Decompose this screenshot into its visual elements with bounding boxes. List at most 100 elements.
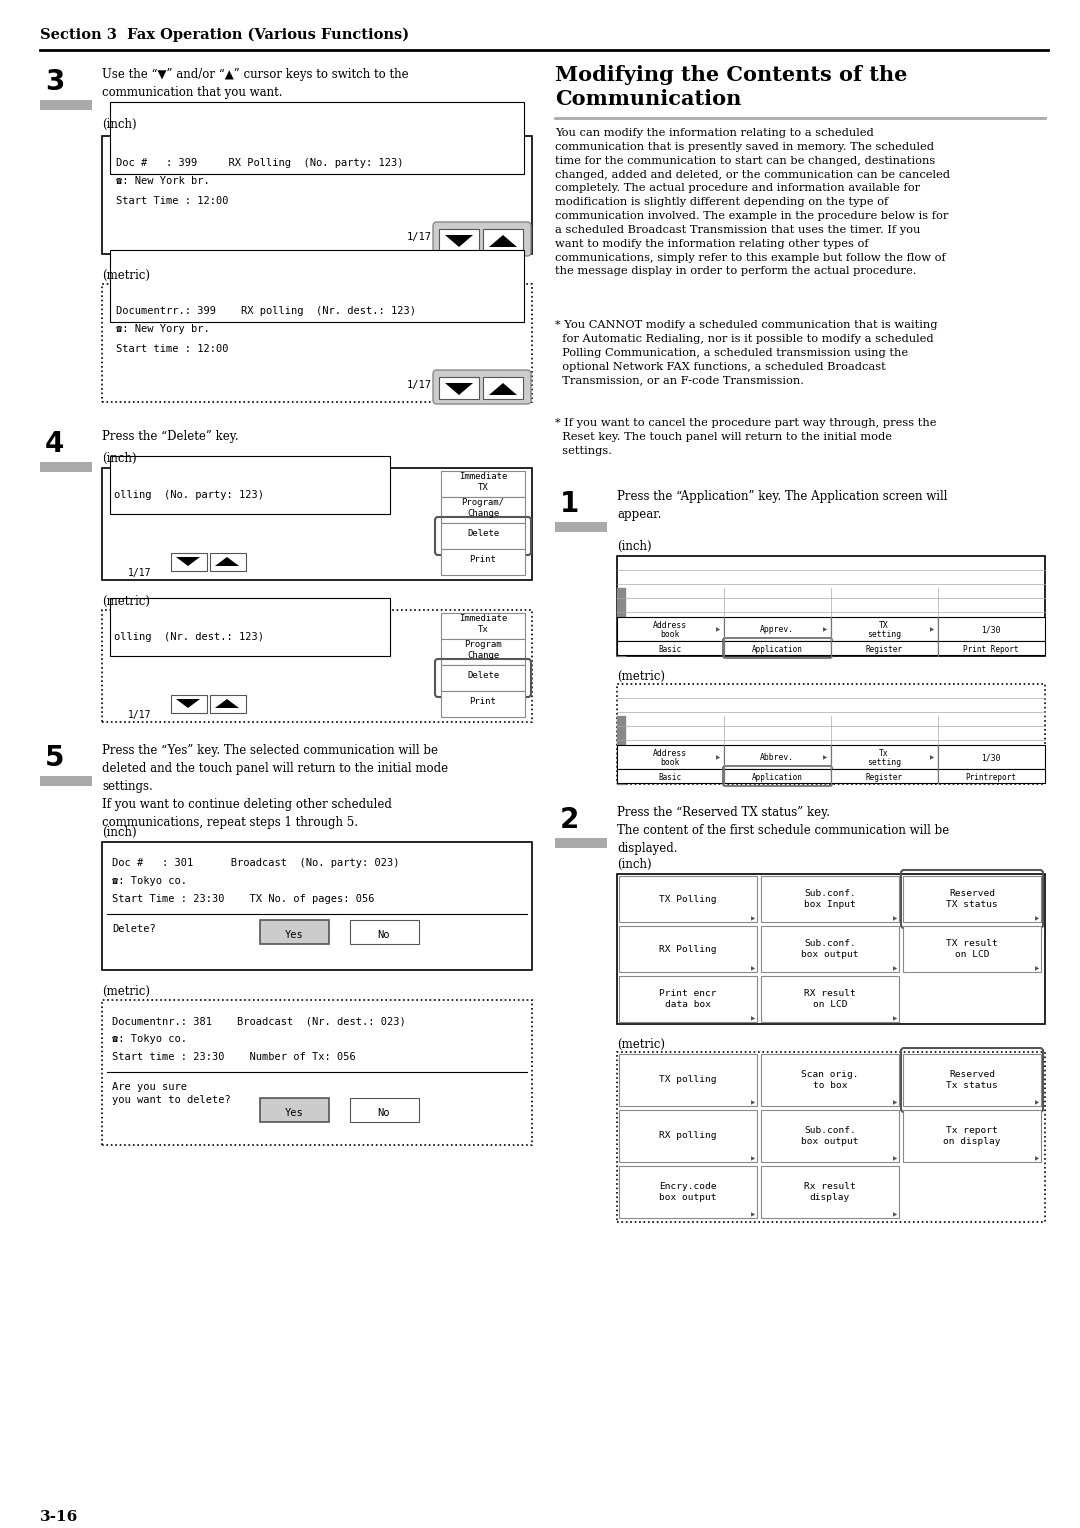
Text: Encry.code
box output: Encry.code box output [659,1183,717,1201]
Text: ▶: ▶ [893,1100,897,1105]
FancyBboxPatch shape [433,370,531,403]
FancyBboxPatch shape [617,685,1045,784]
FancyBboxPatch shape [617,769,724,782]
FancyBboxPatch shape [555,523,607,532]
Text: ▶: ▶ [1035,1100,1039,1105]
Text: Print encr
data box: Print encr data box [659,989,717,1008]
Text: Apprev.: Apprev. [760,625,794,634]
FancyBboxPatch shape [260,920,329,944]
Text: Delete: Delete [467,671,499,680]
Text: 1/17: 1/17 [407,232,432,241]
Text: (inch): (inch) [617,859,651,871]
FancyBboxPatch shape [761,926,899,972]
Text: ▶: ▶ [751,1100,755,1105]
FancyBboxPatch shape [903,876,1041,921]
Text: No: No [378,931,390,940]
Text: olling  (Nr. dest.: 123): olling (Nr. dest.: 123) [114,633,264,642]
FancyBboxPatch shape [438,377,480,399]
Text: 3-16: 3-16 [40,1510,78,1523]
FancyBboxPatch shape [260,1099,329,1122]
Text: ▶: ▶ [823,628,827,633]
Text: ☎: New York br.: ☎: New York br. [116,176,210,186]
Text: ▶: ▶ [893,1213,897,1218]
FancyBboxPatch shape [433,222,531,257]
Text: ▶: ▶ [1035,967,1039,972]
Text: Program/
Change: Program/ Change [461,498,504,518]
Text: Doc #   : 399     RX Polling  (No. party: 123): Doc # : 399 RX Polling (No. party: 123) [116,157,404,168]
FancyBboxPatch shape [210,553,246,571]
Text: (metric): (metric) [617,1038,665,1051]
Text: Reserved
Tx status: Reserved Tx status [946,1070,998,1089]
FancyBboxPatch shape [617,1051,1045,1222]
Text: ▶: ▶ [716,755,720,761]
Text: 1: 1 [561,490,579,518]
FancyBboxPatch shape [441,497,525,523]
FancyBboxPatch shape [724,617,831,642]
Text: ▶: ▶ [823,755,827,761]
Text: olling  (No. party: 123): olling (No. party: 123) [114,490,264,500]
Text: Press the “Yes” key. The selected communication will be
deleted and the touch pa: Press the “Yes” key. The selected commun… [102,744,448,830]
Text: Print: Print [470,556,497,564]
FancyBboxPatch shape [483,377,523,399]
Polygon shape [176,698,200,707]
FancyBboxPatch shape [110,597,390,656]
FancyBboxPatch shape [617,556,1045,656]
FancyBboxPatch shape [831,642,939,656]
Text: Tx
setting: Tx setting [867,749,901,767]
Text: ▶: ▶ [1035,1157,1039,1161]
Text: Abbrev.: Abbrev. [760,753,794,762]
FancyBboxPatch shape [102,999,532,1144]
Text: Start Time : 23:30    TX No. of pages: 056: Start Time : 23:30 TX No. of pages: 056 [112,894,375,905]
Text: (inch): (inch) [617,539,651,553]
Text: (inch): (inch) [102,452,137,465]
Text: ▶: ▶ [930,628,934,633]
FancyBboxPatch shape [617,746,724,769]
Text: ▶: ▶ [751,967,755,972]
FancyBboxPatch shape [40,99,92,110]
Text: Immediate
TX: Immediate TX [459,472,508,492]
Text: Modifying the Contents of the
Communication: Modifying the Contents of the Communicat… [555,66,907,108]
Text: 1/30: 1/30 [982,625,1001,634]
FancyBboxPatch shape [939,746,1045,769]
Text: TX Polling: TX Polling [659,894,717,903]
Text: Use the “▼” and/or “▲” cursor keys to switch to the
communication that you want.: Use the “▼” and/or “▲” cursor keys to sw… [102,69,408,99]
Text: Delete: Delete [467,530,499,538]
Text: No: No [378,1108,390,1118]
Polygon shape [489,235,517,248]
Text: Section 3  Fax Operation (Various Functions): Section 3 Fax Operation (Various Functio… [40,28,409,43]
FancyBboxPatch shape [617,642,724,656]
Polygon shape [215,698,239,707]
Text: * You CANNOT modify a scheduled communication that is waiting
  for Automatic Re: * You CANNOT modify a scheduled communic… [555,319,937,385]
FancyBboxPatch shape [102,284,532,402]
Text: Are you sure
you want to delete?: Are you sure you want to delete? [112,1082,231,1105]
Text: (inch): (inch) [102,827,137,839]
Text: Start time : 23:30    Number of Tx: 056: Start time : 23:30 Number of Tx: 056 [112,1051,355,1062]
Text: ▶: ▶ [893,1016,897,1022]
Text: Doc #   : 301      Broadcast  (No. party: 023): Doc # : 301 Broadcast (No. party: 023) [112,859,400,868]
Text: Scan orig.
to box: Scan orig. to box [801,1070,859,1089]
FancyBboxPatch shape [619,1054,757,1106]
Text: ▶: ▶ [751,1016,755,1022]
FancyBboxPatch shape [110,251,524,322]
FancyBboxPatch shape [724,642,831,656]
Text: Immediate
Tx: Immediate Tx [459,614,508,634]
Polygon shape [489,384,517,396]
Text: (metric): (metric) [102,269,150,283]
Text: Sub.conf.
box output: Sub.conf. box output [801,1126,859,1146]
Text: Press the “Delete” key.: Press the “Delete” key. [102,429,239,443]
Text: ▶: ▶ [751,917,755,921]
FancyBboxPatch shape [831,746,939,769]
Text: Sub.conf.
box Input: Sub.conf. box Input [805,889,855,909]
Text: Yes: Yes [285,1108,303,1118]
Text: ▶: ▶ [930,755,934,761]
Text: ▶: ▶ [893,917,897,921]
FancyBboxPatch shape [619,976,757,1022]
FancyBboxPatch shape [831,617,939,642]
FancyBboxPatch shape [939,642,1045,656]
FancyBboxPatch shape [619,926,757,972]
Text: Documentnr.: 381    Broadcast  (Nr. dest.: 023): Documentnr.: 381 Broadcast (Nr. dest.: 0… [112,1016,406,1025]
FancyBboxPatch shape [761,876,899,921]
Text: TX result
on LCD: TX result on LCD [946,940,998,958]
Text: Program
Change: Program Change [464,640,502,660]
Text: Start time : 12:00: Start time : 12:00 [116,344,229,354]
